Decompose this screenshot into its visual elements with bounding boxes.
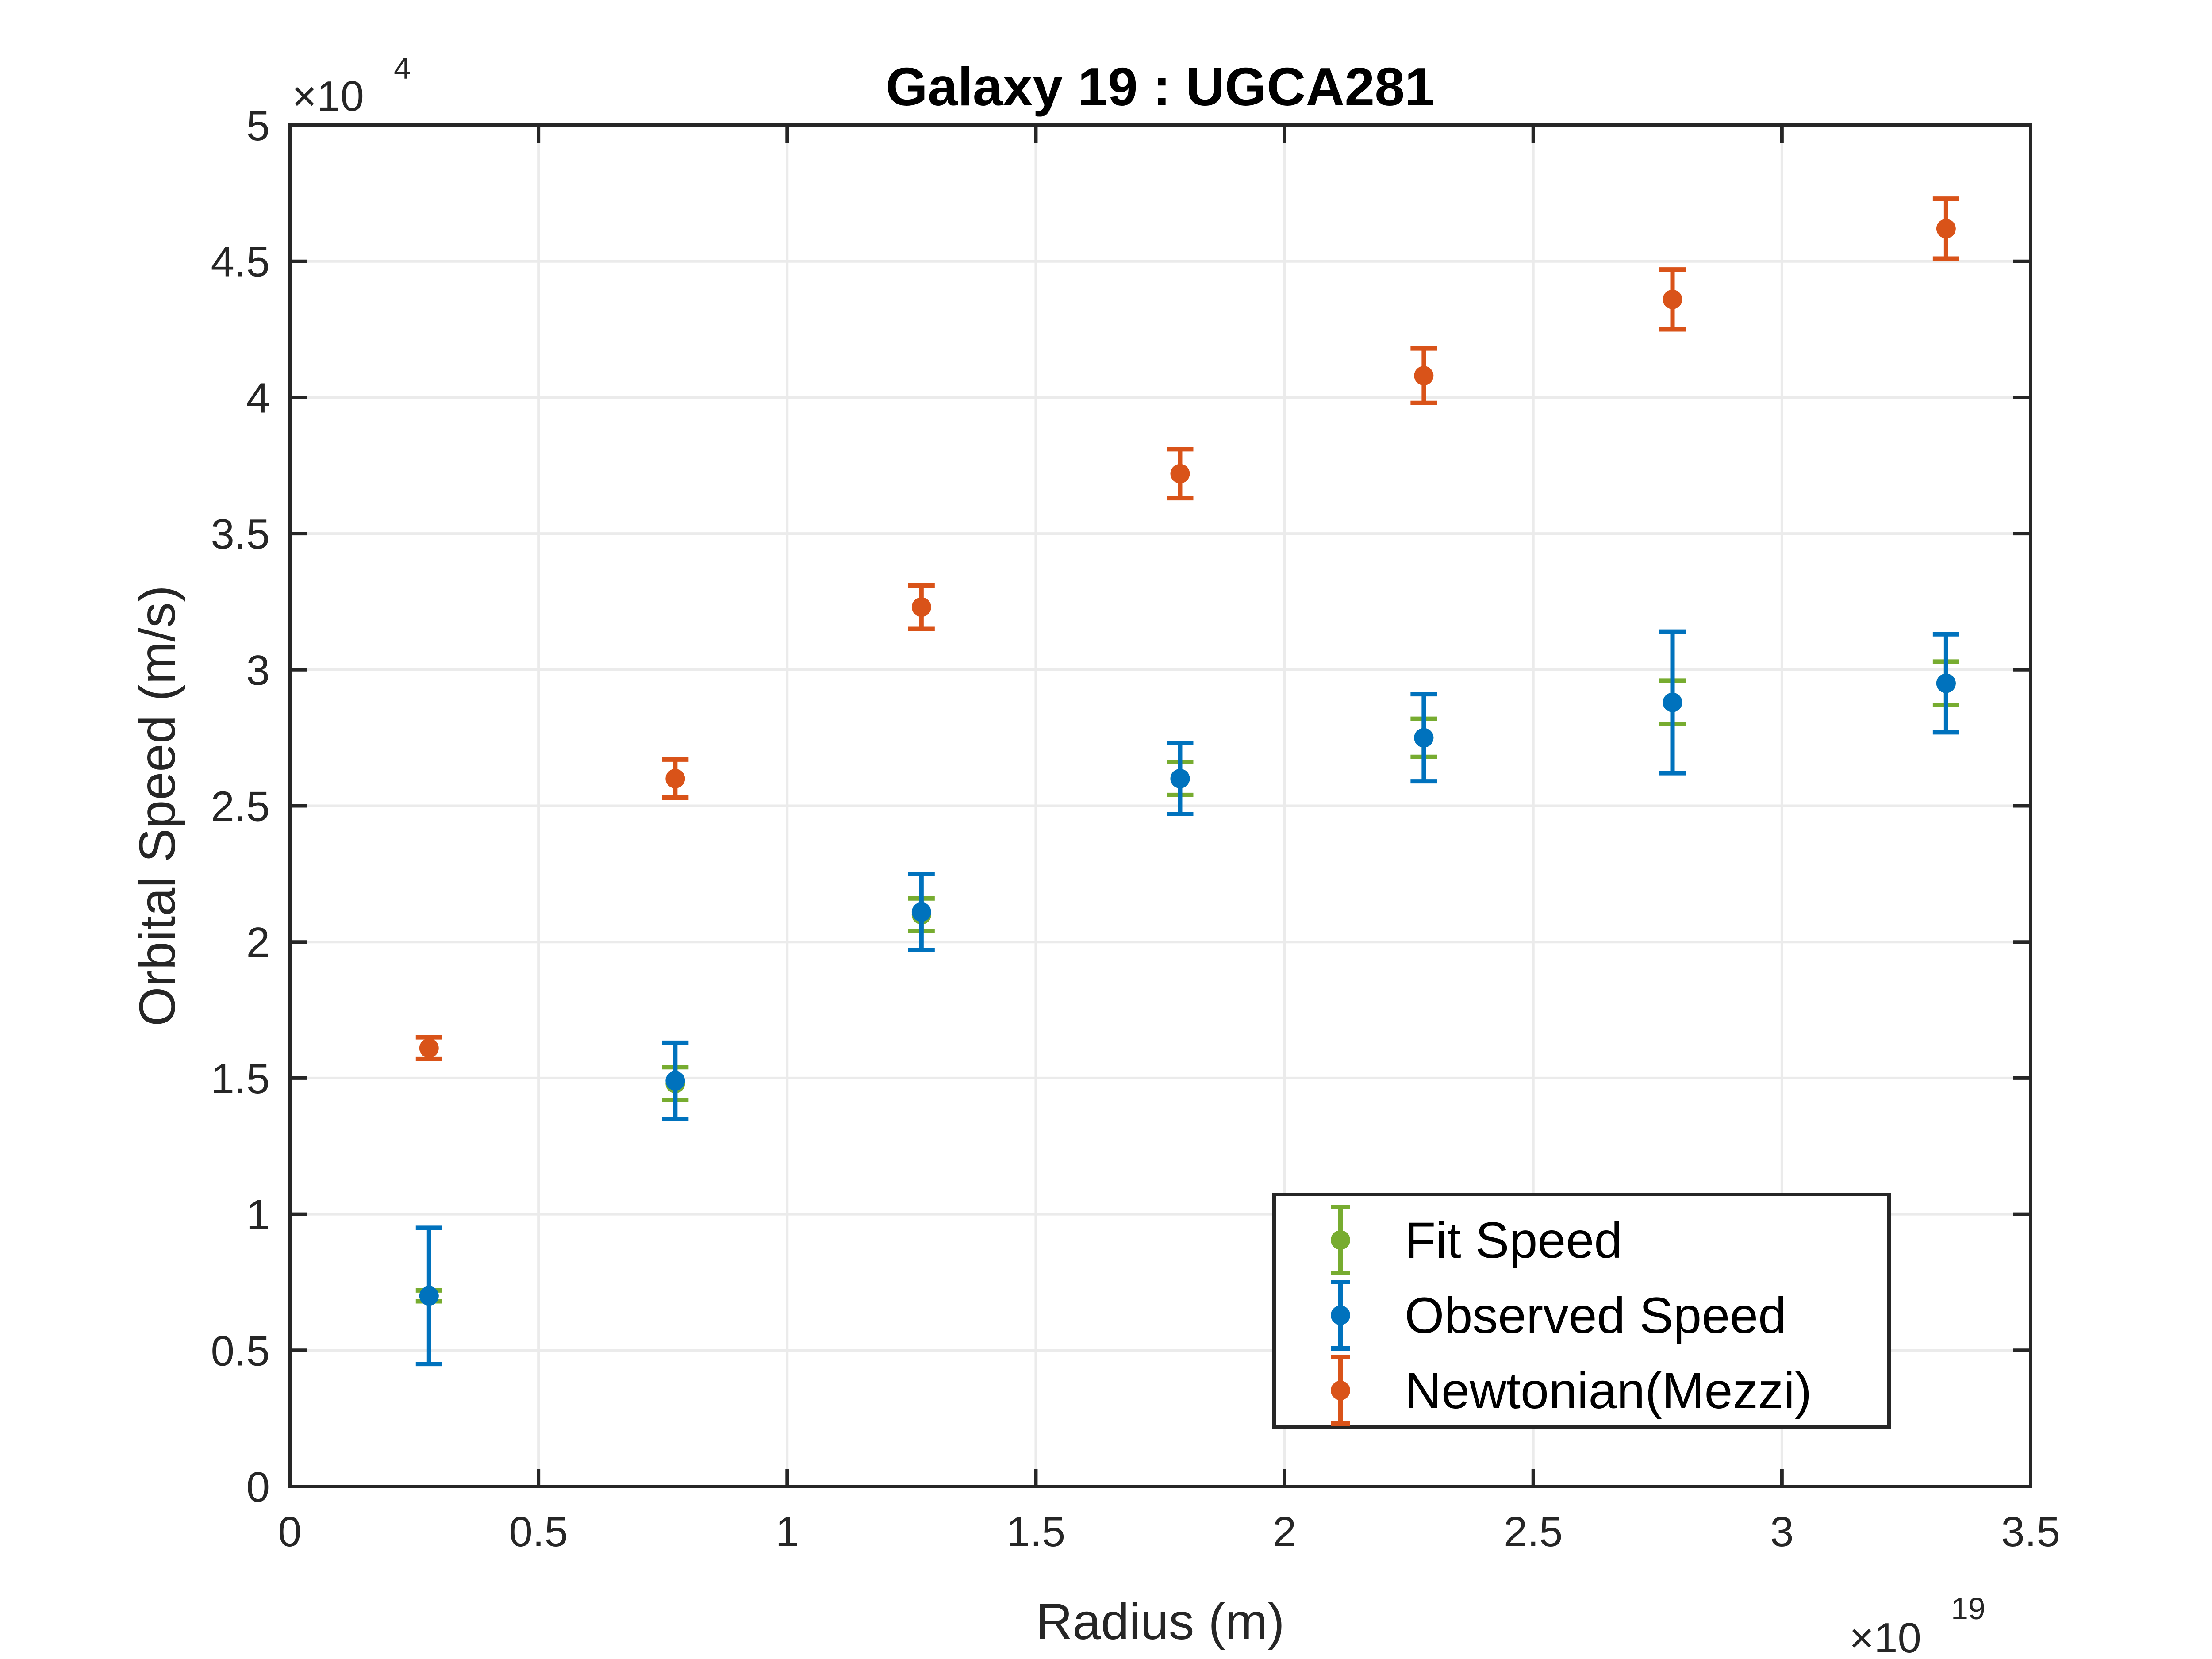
data-point — [1414, 728, 1434, 748]
data-point — [419, 1286, 439, 1306]
data-point — [419, 1038, 439, 1058]
y-tick-label: 3 — [246, 647, 270, 694]
series-newtonian-mezzi- — [415, 196, 1959, 1061]
y-tick-label: 0 — [246, 1463, 270, 1511]
legend: Fit Speed Observed Speed Newtonian(Mezzi) — [1272, 1193, 1891, 1429]
axis-ticks: 0 0.5 1 1.5 2 2.5 3 3.5 0 0.5 1 1.5 2 2.5 3 3.5 4 4.5 5 — [211, 102, 2060, 1555]
data-point — [1414, 366, 1434, 386]
legend-label: Fit Speed — [1405, 1212, 1622, 1269]
y-tick-label: 4.5 — [211, 238, 270, 286]
x-multiplier-exponent: 19 — [1951, 1591, 1985, 1626]
data-point — [665, 1071, 685, 1091]
x-tick-label: 1 — [776, 1508, 799, 1555]
data-point — [911, 597, 931, 617]
y-tick-label: 3.5 — [211, 511, 270, 558]
chart-title: Galaxy 19 : UGCA281 — [886, 57, 1435, 117]
y-tick-label: 0.5 — [211, 1327, 270, 1375]
legend-item: Newtonian(Mezzi) — [1331, 1355, 1812, 1426]
data-point — [1663, 692, 1682, 712]
x-tick-label: 0.5 — [509, 1508, 568, 1555]
y-axis-label: Orbital Speed (m/s) — [129, 585, 186, 1026]
legend-label: Observed Speed — [1405, 1287, 1786, 1344]
legend-item: Observed Speed — [1331, 1280, 1786, 1351]
data-point — [1170, 464, 1190, 484]
series-observed-speed — [415, 629, 1959, 1367]
y-tick-label: 4 — [246, 374, 270, 422]
x-axis-label: Radius (m) — [1036, 1594, 1284, 1650]
series-layer — [415, 196, 1959, 1367]
legend-box — [1272, 1193, 1891, 1429]
y-tick-label: 2.5 — [211, 783, 270, 830]
y-tick-label: 2 — [246, 919, 270, 966]
x-tick-label: 2 — [1273, 1508, 1296, 1555]
x-multiplier-base: ×10 — [1849, 1614, 1921, 1659]
data-point — [1170, 768, 1190, 788]
data-point — [1663, 289, 1682, 309]
y-tick-label: 1.5 — [211, 1055, 270, 1102]
y-tick-label: 1 — [246, 1191, 270, 1239]
data-point — [1936, 219, 1956, 238]
data-point — [665, 768, 685, 788]
x-tick-label: 3 — [1770, 1508, 1793, 1555]
x-tick-label: 3.5 — [2001, 1508, 2060, 1555]
data-point — [1936, 673, 1956, 693]
legend-label: Newtonian(Mezzi) — [1405, 1363, 1812, 1419]
y-tick-label: 5 — [246, 102, 270, 150]
x-tick-label: 0 — [278, 1508, 301, 1555]
legend-marker — [1331, 1381, 1350, 1400]
legend-marker — [1331, 1230, 1350, 1250]
x-tick-label: 2.5 — [1504, 1508, 1563, 1555]
y-axis-multiplier: ×10 4 — [292, 51, 411, 120]
x-tick-label: 1.5 — [1006, 1508, 1065, 1555]
legend-item: Fit Speed — [1331, 1205, 1622, 1275]
y-multiplier-base: ×10 — [292, 73, 364, 120]
legend-items: Fit Speed Observed Speed Newtonian(Mezzi) — [1331, 1205, 1812, 1426]
data-point — [911, 902, 931, 922]
legend-marker — [1331, 1306, 1350, 1325]
y-multiplier-exponent: 4 — [394, 51, 411, 85]
x-axis-multiplier: ×10 19 — [1849, 1591, 1985, 1659]
